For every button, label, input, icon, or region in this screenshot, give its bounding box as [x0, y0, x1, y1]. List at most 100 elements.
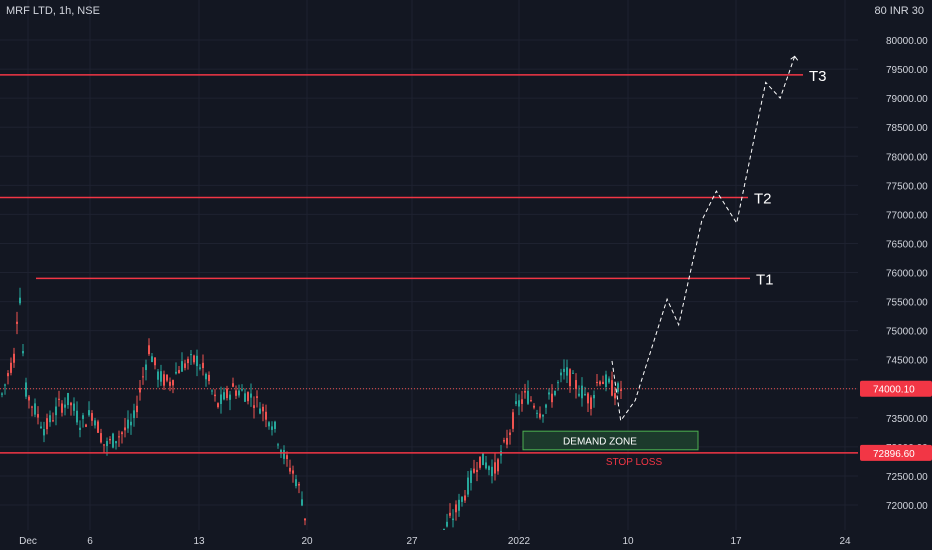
candle-down: [37, 414, 39, 418]
candle-up: [563, 368, 565, 372]
candle-down: [169, 381, 171, 386]
candle-down: [52, 420, 54, 422]
candle-up: [112, 433, 114, 448]
candle-up: [67, 392, 69, 406]
candle-down: [193, 355, 195, 363]
candle-up: [470, 470, 472, 483]
price-tick-label: 79500.00: [886, 65, 928, 76]
candle-down: [187, 358, 189, 364]
candle-down: [265, 411, 267, 420]
time-tick-label: 6: [87, 536, 93, 547]
candle-down: [232, 383, 234, 387]
candle-up: [79, 427, 81, 430]
candle-up: [271, 426, 273, 430]
candle-down: [602, 381, 604, 385]
candle-down: [590, 397, 592, 410]
candle-down: [587, 393, 589, 404]
candle-down: [91, 413, 93, 421]
candle-up: [175, 371, 177, 374]
candle-up: [274, 421, 276, 429]
candle-down: [256, 396, 258, 398]
candle-up: [106, 441, 108, 447]
time-tick-label: 2022: [508, 536, 531, 547]
candle-up: [560, 372, 562, 376]
candle-down: [494, 462, 496, 474]
candle-up: [491, 466, 493, 477]
candle-up: [608, 378, 610, 383]
candle-down: [7, 373, 9, 377]
stop-loss-tag-text: 72896.60: [873, 449, 915, 460]
candle-up: [301, 499, 303, 506]
candle-down: [208, 374, 210, 382]
candle-down: [31, 406, 33, 408]
candle-down: [184, 363, 186, 368]
candle-down: [473, 468, 475, 473]
candle-up: [482, 452, 484, 465]
candle-down: [70, 402, 72, 406]
time-tick-label: Dec: [19, 536, 37, 547]
candle-up: [259, 408, 261, 414]
candle-down: [214, 394, 216, 397]
candle-down: [10, 362, 12, 373]
candle-up: [461, 496, 463, 502]
candle-down: [61, 403, 63, 413]
candle-down: [97, 421, 99, 433]
candle-up: [542, 414, 544, 417]
candle-down: [449, 512, 451, 516]
price-tick-label: 72000.00: [886, 501, 928, 512]
candle-up: [34, 403, 36, 415]
candle-up: [151, 356, 153, 363]
candle-down: [521, 399, 523, 404]
candle-down: [166, 374, 168, 381]
time-axis-panel: [0, 530, 932, 550]
candle-up: [145, 364, 147, 371]
candle-down: [298, 483, 300, 486]
candle-down: [262, 406, 264, 412]
candle-up: [55, 406, 57, 416]
level-label-T2: T2: [754, 191, 772, 208]
stop-loss-label: STOP LOSS: [606, 457, 663, 468]
candle-up: [4, 384, 6, 386]
candle-down: [178, 370, 180, 374]
candle-up: [127, 419, 129, 429]
candle-down: [202, 362, 204, 369]
demand-zone-label: DEMAND ZONE: [563, 436, 637, 447]
candle-up: [1, 393, 3, 395]
candle-down: [46, 418, 48, 430]
level-label-T1: T1: [756, 271, 774, 288]
candle-up: [196, 355, 198, 367]
candle-down: [620, 389, 622, 391]
candle-up: [446, 521, 448, 527]
candle-down: [124, 427, 126, 431]
candle-up: [443, 528, 445, 531]
candle-up: [518, 400, 520, 407]
price-tick-label: 77500.00: [886, 181, 928, 192]
candle-up: [536, 412, 538, 414]
time-tick-label: 20: [301, 536, 313, 547]
price-tick-label: 79000.00: [886, 94, 928, 105]
candle-up: [244, 393, 246, 402]
candle-up: [73, 403, 75, 411]
price-tick-label: 78000.00: [886, 152, 928, 163]
candle-up: [181, 361, 183, 372]
candle-up: [223, 392, 225, 400]
candle-up: [199, 367, 201, 369]
candle-down: [539, 413, 541, 418]
candle-up: [88, 410, 90, 416]
candle-down: [154, 357, 156, 366]
candle-up: [160, 371, 162, 382]
candle-down: [109, 438, 111, 441]
candle-up: [229, 394, 231, 400]
candle-down: [226, 388, 228, 399]
candle-down: [614, 393, 616, 399]
candle-up: [593, 394, 595, 399]
candle-up: [241, 389, 243, 391]
candle-down: [139, 387, 141, 393]
candle-down: [509, 432, 511, 435]
candle-down: [479, 456, 481, 468]
candle-down: [497, 459, 499, 472]
candle-up: [488, 466, 490, 471]
price-tick-label: 75000.00: [886, 327, 928, 338]
